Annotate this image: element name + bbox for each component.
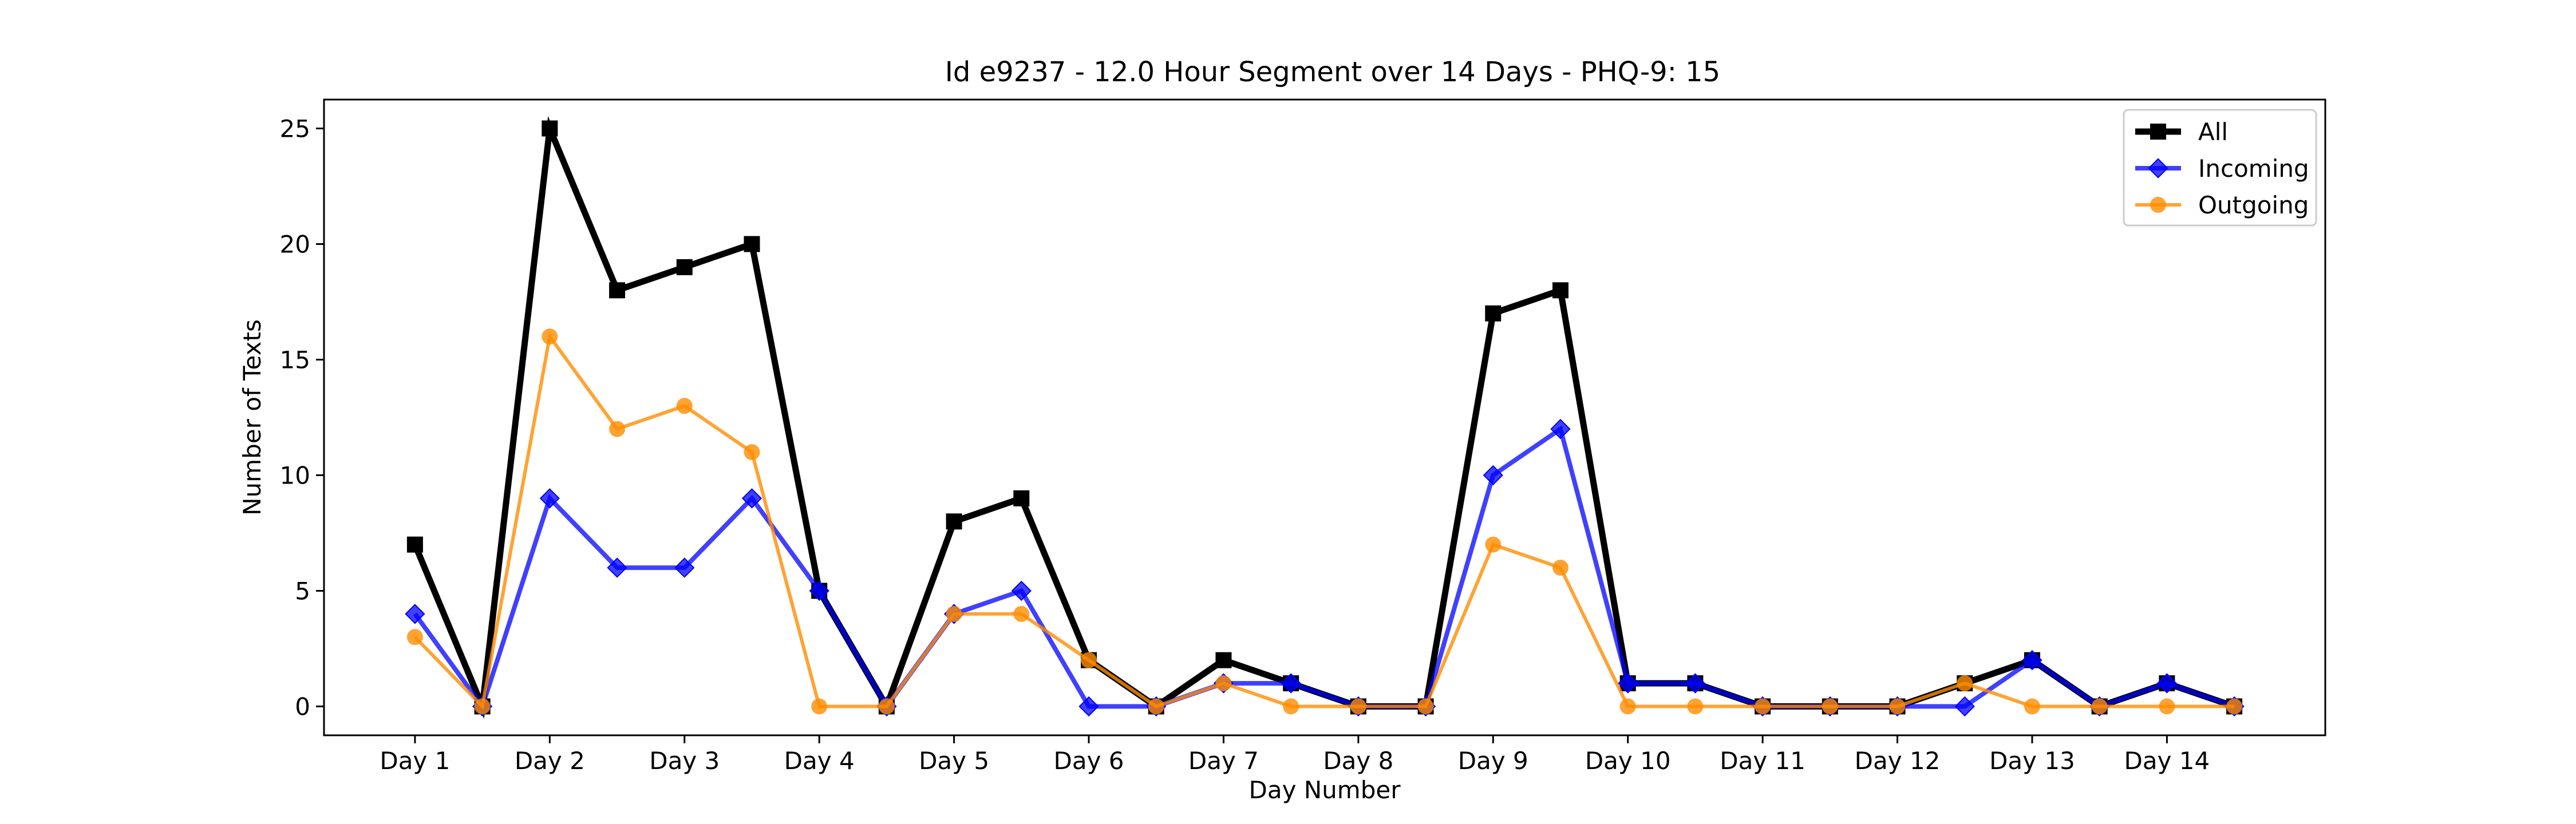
- data-point: [2091, 698, 2108, 715]
- legend-entry: Incoming: [2135, 154, 2309, 183]
- series-line: [413, 332, 2235, 710]
- series-line: [413, 425, 2235, 712]
- legend-marker: [2150, 197, 2166, 213]
- data-point: [744, 444, 760, 461]
- x-tick-label: Day 10: [1585, 747, 1671, 775]
- y-tick-label: 20: [280, 231, 310, 259]
- legend: All Incoming Outgoing: [2123, 109, 2317, 227]
- data-point: [1618, 673, 1638, 694]
- series-all: [406, 116, 2243, 719]
- legend-label: All: [2198, 118, 2228, 146]
- data-point: [2024, 698, 2040, 715]
- data-point: [1350, 698, 1366, 715]
- y-axis: 0 5 10 15 20 25: [280, 115, 324, 721]
- data-point: [676, 259, 693, 275]
- x-axis: Day 1 Day 2 Day 3 Day 4 Day 5 Day 6 Day 7 Day 8…: [380, 735, 2210, 775]
- data-point: [1215, 652, 1232, 668]
- data-point: [542, 120, 558, 137]
- data-point: [542, 328, 558, 345]
- x-axis-label: Day Number: [1249, 776, 1401, 804]
- series-line: [412, 116, 2235, 719]
- y-tick-label: 10: [280, 462, 310, 490]
- data-point: [609, 421, 626, 437]
- x-tick-label: Day 4: [784, 747, 855, 775]
- data-point: [474, 698, 491, 715]
- x-tick-label: Day 11: [1720, 747, 1805, 775]
- legend-label: Outgoing: [2198, 191, 2309, 219]
- data-point: [1889, 698, 1906, 715]
- x-tick-label: Day 7: [1188, 747, 1259, 775]
- data-point: [1148, 698, 1164, 715]
- data-point: [1013, 490, 1030, 506]
- data-point: [1685, 673, 1706, 694]
- data-point: [674, 557, 695, 578]
- x-tick-label: Day 12: [1855, 747, 1941, 775]
- series-incoming: [405, 419, 2245, 717]
- x-tick-label: Day 13: [1989, 747, 2075, 775]
- data-point: [811, 698, 828, 715]
- data-point: [744, 236, 760, 252]
- data-point: [405, 604, 425, 624]
- data-point: [1957, 675, 1973, 692]
- data-point: [609, 282, 626, 299]
- data-point: [1483, 465, 1503, 486]
- series-outgoing: [406, 328, 2243, 715]
- data-point: [1081, 652, 1097, 668]
- data-point: [2226, 698, 2243, 715]
- data-point: [1281, 673, 1301, 694]
- data-point: [946, 513, 962, 530]
- data-point: [1485, 305, 1502, 322]
- legend-entry: Outgoing: [2135, 191, 2309, 219]
- legend-marker: [2150, 124, 2166, 140]
- x-tick-label: Day 14: [2124, 747, 2210, 775]
- y-tick-label: 5: [295, 577, 310, 605]
- plot-area: [405, 116, 2245, 719]
- data-point: [1619, 698, 1636, 715]
- data-point: [1011, 580, 1032, 601]
- data-point: [406, 536, 423, 553]
- x-tick-label: Day 6: [1054, 747, 1124, 775]
- data-point: [1755, 698, 1771, 715]
- legend-marker: [2148, 158, 2168, 179]
- x-tick-label: Day 9: [1458, 747, 1528, 775]
- legend-entry: All: [2135, 118, 2228, 146]
- data-point: [607, 557, 627, 578]
- data-point: [1822, 698, 1838, 715]
- data-point: [1687, 698, 1704, 715]
- data-point: [1078, 696, 1099, 717]
- y-tick-label: 0: [295, 693, 310, 721]
- data-point: [1417, 698, 1434, 715]
- chart-title: Id e9237 - 12.0 Hour Segment over 14 Day…: [945, 56, 1720, 88]
- legend-label: Incoming: [2198, 154, 2309, 183]
- data-point: [946, 605, 962, 622]
- plot-frame: [323, 98, 2326, 736]
- data-point: [1552, 282, 1568, 299]
- x-tick-label: Day 1: [380, 747, 450, 775]
- x-tick-label: Day 5: [919, 747, 989, 775]
- data-point: [1485, 536, 1502, 553]
- x-tick-label: Day 8: [1323, 747, 1393, 775]
- data-point: [2156, 673, 2178, 694]
- data-point: [1215, 675, 1232, 692]
- data-point: [1954, 696, 1975, 717]
- data-point: [2022, 650, 2042, 671]
- y-tick-label: 25: [280, 115, 310, 143]
- data-point: [1552, 560, 1568, 576]
- data-point: [676, 398, 693, 414]
- legend-box: [2123, 109, 2317, 227]
- x-tick-label: Day 3: [649, 747, 720, 775]
- data-point: [1550, 419, 1571, 439]
- data-point: [2159, 698, 2175, 715]
- y-tick-label: 15: [280, 346, 310, 374]
- y-axis-label: Number of Texts: [238, 319, 266, 516]
- x-tick-label: Day 2: [515, 747, 585, 775]
- data-point: [406, 629, 423, 645]
- data-point: [741, 488, 762, 509]
- data-point: [1283, 698, 1299, 715]
- data-point: [809, 580, 829, 601]
- data-point: [1013, 605, 1030, 622]
- data-point: [539, 488, 560, 509]
- data-point: [878, 698, 895, 715]
